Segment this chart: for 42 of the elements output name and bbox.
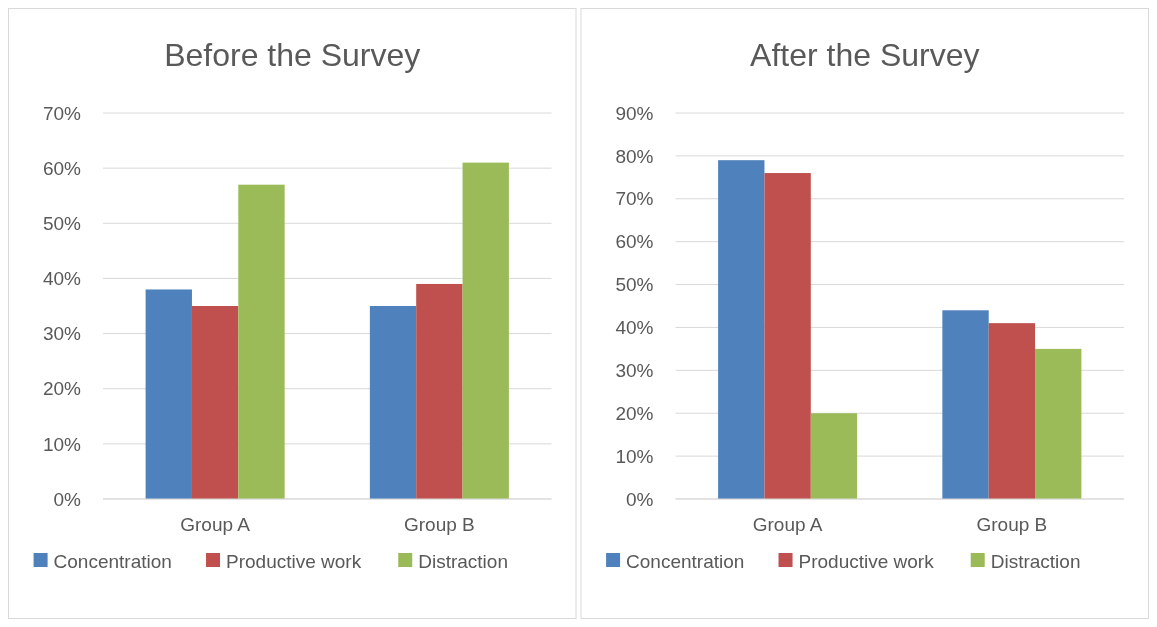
legend-label: Productive work — [798, 550, 935, 572]
legend-label: Concentration — [626, 550, 745, 572]
bar — [145, 289, 192, 499]
y-tick-label: 40% — [42, 268, 82, 290]
y-tick-label: 60% — [42, 157, 82, 179]
y-tick-label: 40% — [615, 317, 654, 339]
y-tick-label: 80% — [615, 145, 654, 167]
chart-title: After the Survey — [750, 37, 980, 73]
bar — [462, 162, 509, 499]
y-tick-label: 70% — [615, 188, 654, 210]
y-tick-label: 30% — [615, 359, 654, 381]
legend-label: Distraction — [990, 550, 1081, 572]
bar — [942, 310, 989, 499]
bar — [988, 323, 1036, 499]
y-tick-label: 50% — [42, 212, 82, 234]
y-tick-label: 90% — [615, 102, 654, 124]
bar — [369, 306, 417, 499]
y-tick-label: 70% — [42, 102, 82, 124]
y-tick-label: 0% — [53, 488, 82, 510]
y-tick-label: 30% — [42, 323, 82, 345]
bar — [238, 184, 285, 499]
y-tick-label: 0% — [626, 488, 654, 510]
y-tick-label: 60% — [615, 231, 654, 253]
bar — [416, 283, 463, 499]
y-tick-label: 20% — [42, 378, 82, 400]
x-tick-label: Group B — [403, 514, 475, 535]
x-tick-label: Group A — [752, 514, 823, 535]
bar — [810, 413, 858, 499]
legend-label: Distraction — [418, 550, 508, 572]
chart-title: Before the Survey — [164, 37, 421, 73]
bar — [764, 173, 811, 499]
y-tick-label: 10% — [615, 445, 654, 467]
legend-label: Concentration — [53, 550, 172, 572]
legend-label: Productive work — [226, 550, 362, 572]
bar — [1035, 348, 1082, 499]
x-tick-label: Group B — [976, 514, 1048, 535]
y-tick-label: 50% — [615, 274, 654, 296]
bar — [718, 160, 765, 499]
y-tick-label: 20% — [615, 402, 654, 424]
y-tick-label: 10% — [42, 433, 82, 455]
x-tick-label: Group A — [180, 514, 251, 535]
bar — [191, 306, 239, 499]
